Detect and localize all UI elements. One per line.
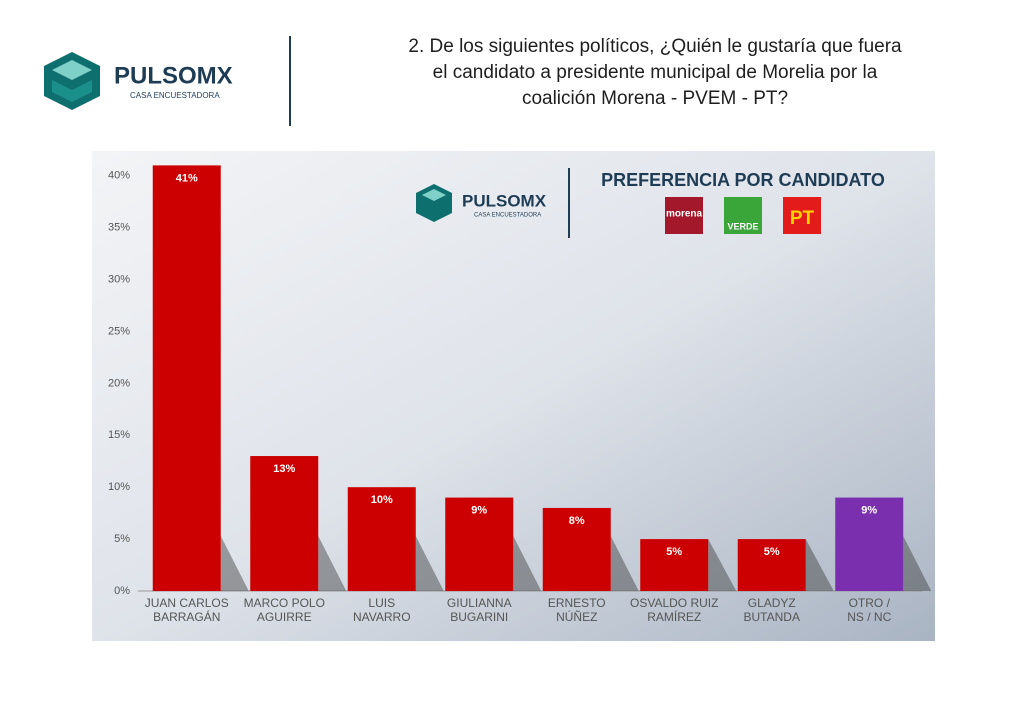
- x-tick-label: GIULIANNA BUGARINI: [446, 596, 512, 624]
- value-label: 8%: [569, 515, 585, 527]
- inner-brand-tagline: CASA ENCUESTADORA: [474, 213, 541, 219]
- logo: [44, 52, 100, 110]
- bar-shadow: [610, 536, 639, 591]
- bar: [347, 487, 416, 591]
- y-tick-label: 40%: [108, 170, 130, 182]
- inner-logo: [416, 184, 452, 222]
- y-tick-label: 15%: [108, 429, 130, 441]
- bar-shadow: [318, 536, 347, 591]
- inner-brand: PULSOMX: [462, 191, 547, 210]
- y-tick-label: 20%: [108, 377, 130, 389]
- x-tick-label: OSVALDO RUIZ RAMÍREZ: [630, 596, 719, 624]
- party-logo: [724, 197, 762, 234]
- y-tick-label: 30%: [108, 273, 130, 285]
- brand: PULSOMX: [114, 62, 233, 89]
- value-label: 10%: [371, 494, 393, 506]
- bar-shadow: [903, 536, 932, 591]
- y-tick-label: 35%: [108, 222, 130, 234]
- bar-shadow: [220, 536, 249, 591]
- x-tick-label: JUAN CARLOS BARRAGÁN: [144, 596, 229, 624]
- value-label: 41%: [176, 172, 198, 184]
- question: 2. De los siguientes políticos, ¿Quién l…: [408, 36, 902, 109]
- party-logo: [665, 197, 703, 234]
- bar-shadow: [415, 536, 444, 591]
- x-tick-label: ERNESTO NÚÑEZ: [547, 596, 606, 624]
- party-logo-text: PT: [790, 208, 815, 229]
- bar: [445, 497, 514, 591]
- bar: [250, 456, 319, 591]
- bar: [737, 539, 806, 591]
- bar-shadow: [513, 536, 542, 591]
- party-logo: [783, 197, 821, 234]
- x-tick-label: OTRO / NS / NC: [847, 596, 892, 624]
- brand-tagline: CASA ENCUESTADORA: [130, 91, 220, 100]
- y-tick-label: 10%: [108, 481, 130, 493]
- value-label: 9%: [861, 504, 877, 516]
- bar: [835, 497, 904, 591]
- party-logo-text: VERDE: [727, 221, 758, 231]
- y-tick-label: 25%: [108, 325, 130, 337]
- bar-shadow: [708, 539, 737, 591]
- value-label: 5%: [764, 546, 780, 558]
- x-tick-label: GLADYZ BUTANDA: [743, 596, 800, 624]
- y-tick-label: 5%: [114, 533, 130, 545]
- value-label: 5%: [666, 546, 682, 558]
- bar: [640, 539, 709, 591]
- party-logo-text: morena: [666, 209, 703, 220]
- bar-shadow: [805, 539, 834, 591]
- y-tick-label: 0%: [114, 585, 130, 597]
- x-tick-label: LUIS NAVARRO: [352, 596, 411, 624]
- bar: [542, 507, 611, 591]
- value-label: 13%: [273, 463, 295, 475]
- chart-subtitle: PREFERENCIA POR CANDIDATO: [601, 170, 885, 190]
- bar: [152, 165, 221, 591]
- value-label: 9%: [471, 504, 487, 516]
- x-tick-label: MARCO POLO AGUIRRE: [243, 596, 325, 624]
